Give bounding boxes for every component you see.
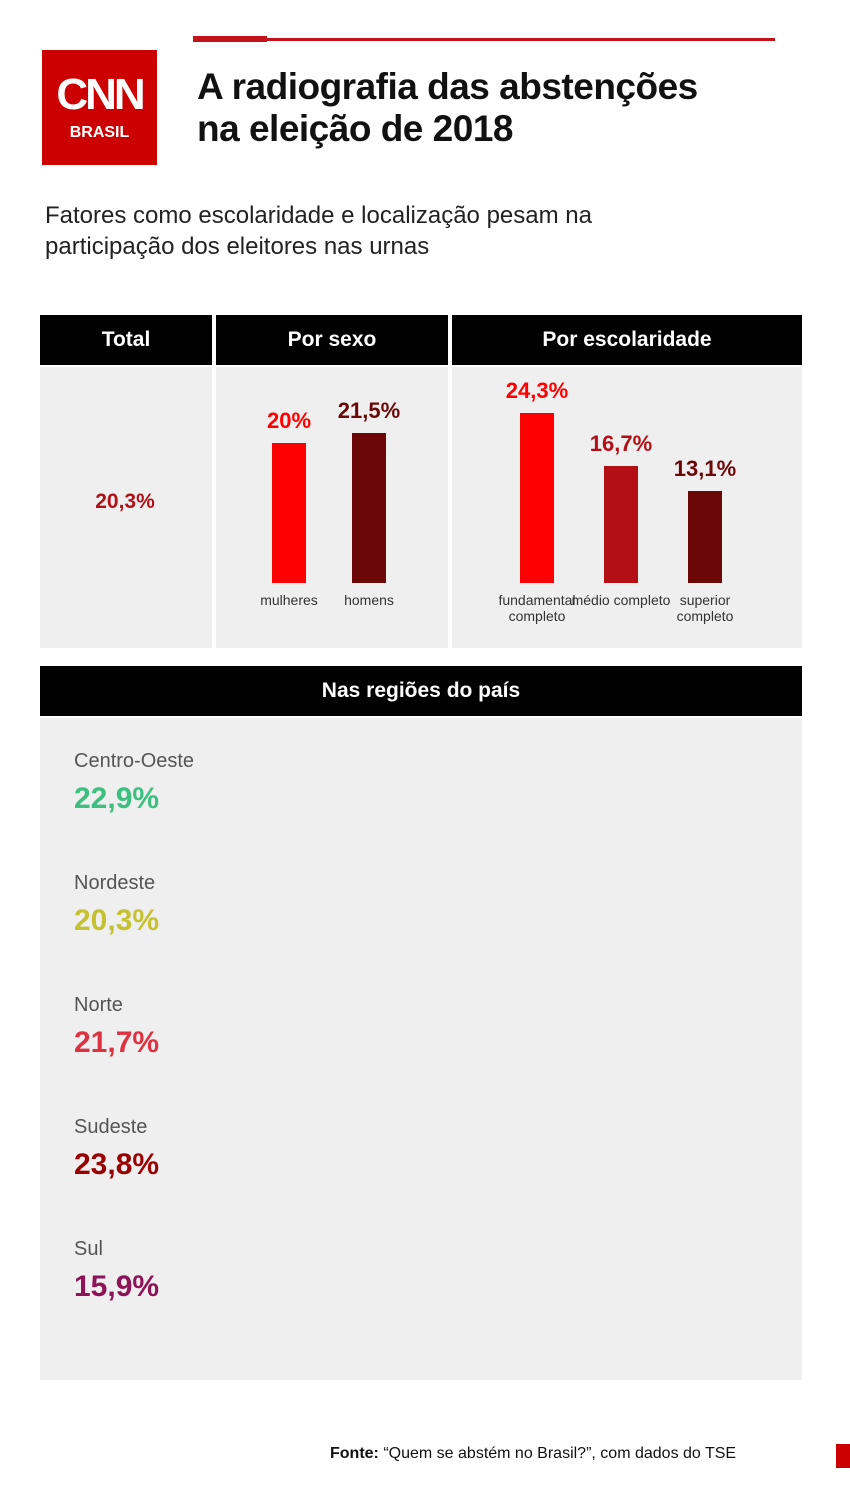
top-rule-accent [193, 36, 267, 42]
subtitle: participação dos eleitores nas urnas [45, 233, 430, 260]
region-value: 21,7% [74, 1026, 160, 1059]
logo-box [42, 50, 157, 165]
category-label: médio completo [571, 592, 671, 608]
region-value: 23,8% [74, 1148, 160, 1181]
panel-title: Nas regiões do país [40, 666, 802, 716]
logo-text: CNN [56, 70, 145, 119]
region-name: Sul [74, 1238, 103, 1260]
value-label: 20% [266, 408, 312, 433]
category-label: fundamental completo [498, 592, 576, 624]
value-label: 16,7% [589, 431, 653, 457]
bar [352, 432, 386, 583]
category-label: homens [344, 592, 394, 608]
region-value: 15,9% [74, 1270, 160, 1303]
region-value: 22,9% [74, 782, 160, 815]
value-label: 24,3% [505, 377, 569, 403]
region-name: Norte [74, 994, 123, 1016]
logo-subtext: BRASIL [69, 124, 130, 141]
region-name: Nordeste [74, 872, 156, 894]
value-label: 13,1% [673, 456, 737, 482]
title: A radiografia das abstenções [197, 66, 698, 107]
donut-label: 20,3% [95, 490, 155, 513]
title: na eleição de 2018 [197, 108, 513, 149]
bar [604, 466, 638, 583]
panel-body [40, 718, 802, 1380]
top-rule [193, 38, 775, 41]
bar [272, 443, 306, 583]
source-text: “Quem se abstém no Brasil?”, com dados d… [383, 1445, 737, 1462]
panel-body [216, 367, 448, 648]
region-name: Centro-Oeste [74, 750, 195, 772]
bar [688, 491, 722, 583]
region-name: Sudeste [74, 1116, 148, 1138]
category-label: mulheres [260, 592, 318, 608]
bar [520, 412, 554, 583]
source-label: Fonte: [330, 1445, 379, 1462]
footer-mark [836, 1444, 850, 1468]
region-value: 20,3% [74, 904, 160, 937]
panel-body [40, 367, 212, 648]
category-label: superior completo [676, 592, 734, 624]
subtitle: Fatores como escolaridade e localização … [45, 202, 592, 229]
footer: Fonte: “Quem se abstém no Brasil?”, com … [330, 1445, 736, 1463]
panel-title: Por escolaridade [452, 315, 802, 365]
panel-title: Por sexo [216, 315, 448, 365]
value-label: 21,5% [337, 397, 401, 423]
panel-title: Total [40, 315, 212, 365]
